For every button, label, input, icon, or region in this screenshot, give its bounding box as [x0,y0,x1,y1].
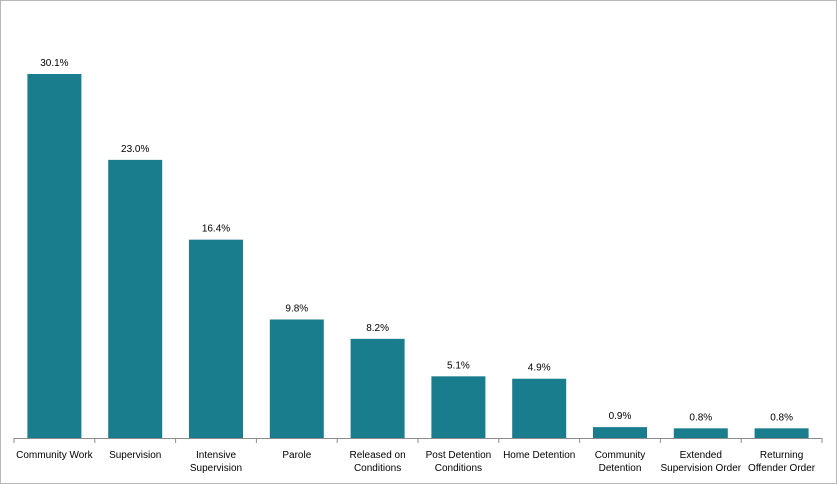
bar [512,378,567,438]
category-labels-group: Community Work Supervision Intensive Superv… [16,450,816,474]
bar [189,239,243,438]
category-label: Conditions [435,463,482,474]
category-label: Community [595,450,646,461]
category-label: Intensive [196,450,236,461]
category-label: Conditions [354,463,401,474]
category-label: Released on [350,450,406,461]
bars-group [13,74,823,443]
data-label: 9.8% [285,303,308,314]
bar [593,427,647,438]
category-label: Supervision [190,463,242,474]
data-label: 4.9% [528,363,551,374]
category-label: Supervision [109,450,161,461]
bar [431,376,486,438]
category-label: Returning [760,450,803,461]
category-label: Home Detention [503,450,575,461]
category-label: Extended [680,450,722,461]
bar [269,319,324,438]
category-label: Offender Order [748,463,816,474]
data-label: 8.2% [366,323,389,334]
category-label: Detention [599,463,642,474]
value-labels-group: 30.1% 23.0% 16.4% 9.8% 8.2% 5.1% 4.9% 0.9% 0.8% 0… [40,58,793,423]
data-label: 0.9% [609,411,632,422]
data-label: 16.4% [202,224,230,235]
category-label: Supervision Order [661,463,742,474]
data-label: 0.8% [770,412,793,423]
category-label: Post Detention [426,450,492,461]
category-label: Community Work [16,450,93,461]
bar [673,428,728,438]
category-label: Parole [282,450,311,461]
bar [350,338,405,438]
bar [754,428,809,438]
data-label: 0.8% [689,412,712,423]
data-label: 30.1% [40,58,68,69]
data-label: 23.0% [121,144,149,155]
data-label: 5.1% [447,360,470,371]
bar [27,74,82,438]
bar [108,159,163,438]
